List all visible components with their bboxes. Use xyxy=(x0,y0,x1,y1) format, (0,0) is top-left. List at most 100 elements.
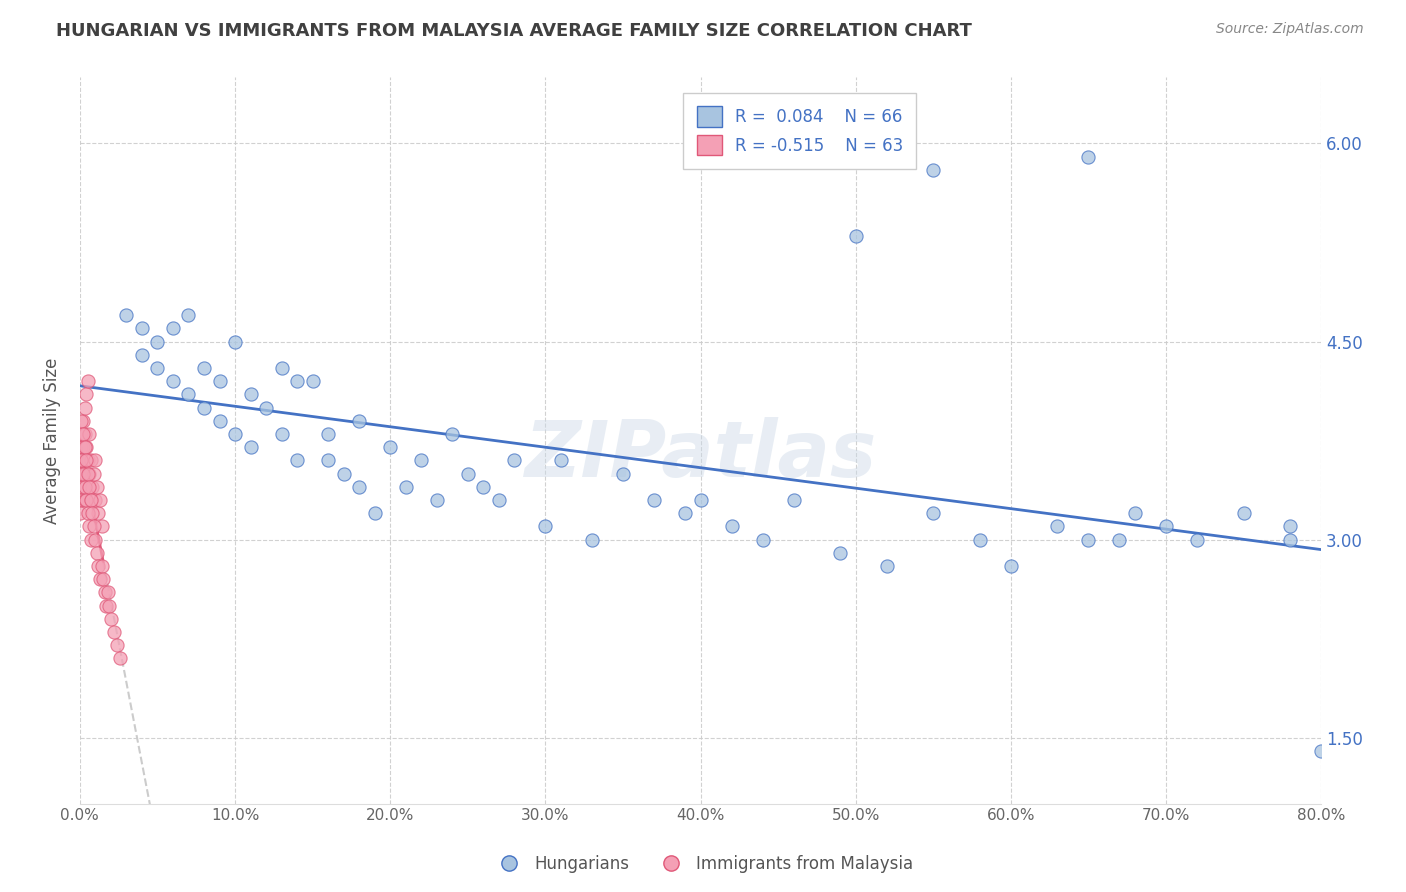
Point xyxy=(503,453,526,467)
Text: ZIPatlas: ZIPatlas xyxy=(524,417,876,493)
Point xyxy=(208,414,231,428)
Point xyxy=(193,360,215,375)
Point xyxy=(239,387,262,401)
Point xyxy=(70,414,93,428)
Point xyxy=(84,533,107,547)
Point xyxy=(1154,519,1177,533)
Point xyxy=(720,519,742,533)
Point xyxy=(270,426,292,441)
Point xyxy=(77,519,100,533)
Point xyxy=(76,506,98,520)
Point xyxy=(73,401,96,415)
Point xyxy=(90,558,112,573)
Point xyxy=(105,638,128,652)
Point xyxy=(1108,533,1130,547)
Point xyxy=(969,533,991,547)
Point xyxy=(69,453,91,467)
Point xyxy=(689,492,711,507)
Point xyxy=(472,480,495,494)
Y-axis label: Average Family Size: Average Family Size xyxy=(44,358,60,524)
Point xyxy=(82,506,104,520)
Point xyxy=(75,387,97,401)
Point xyxy=(316,453,339,467)
Point xyxy=(922,506,945,520)
Point xyxy=(87,558,110,573)
Point xyxy=(751,533,773,547)
Point xyxy=(224,426,246,441)
Point xyxy=(97,585,120,599)
Point xyxy=(73,492,96,507)
Point xyxy=(782,492,804,507)
Point xyxy=(146,360,169,375)
Point xyxy=(146,334,169,349)
Point xyxy=(80,453,103,467)
Point xyxy=(411,453,433,467)
Point xyxy=(76,467,98,481)
Point xyxy=(70,426,93,441)
Point xyxy=(876,558,898,573)
Point xyxy=(100,612,122,626)
Point xyxy=(70,453,93,467)
Point xyxy=(89,572,111,586)
Point xyxy=(581,533,603,547)
Point xyxy=(70,467,93,481)
Point xyxy=(332,467,354,481)
Point xyxy=(84,453,107,467)
Point xyxy=(69,492,91,507)
Point xyxy=(301,374,323,388)
Point xyxy=(285,453,308,467)
Point xyxy=(193,401,215,415)
Point xyxy=(1077,150,1099,164)
Point xyxy=(77,426,100,441)
Point xyxy=(285,374,308,388)
Point xyxy=(75,492,97,507)
Point xyxy=(83,467,105,481)
Point xyxy=(70,440,93,454)
Point xyxy=(395,480,418,494)
Point xyxy=(70,492,93,507)
Point xyxy=(1310,744,1333,758)
Point xyxy=(643,492,665,507)
Point xyxy=(80,492,103,507)
Point xyxy=(177,387,200,401)
Point xyxy=(208,374,231,388)
Point xyxy=(73,440,96,454)
Point xyxy=(845,228,868,243)
Point xyxy=(224,334,246,349)
Point xyxy=(115,308,138,322)
Point xyxy=(73,467,96,481)
Point xyxy=(922,162,945,177)
Point xyxy=(162,321,184,335)
Point xyxy=(83,519,105,533)
Point xyxy=(177,308,200,322)
Point xyxy=(1185,533,1208,547)
Point xyxy=(69,506,91,520)
Text: HUNGARIAN VS IMMIGRANTS FROM MALAYSIA AVERAGE FAMILY SIZE CORRELATION CHART: HUNGARIAN VS IMMIGRANTS FROM MALAYSIA AV… xyxy=(56,22,972,40)
Point xyxy=(612,467,634,481)
Point xyxy=(77,467,100,481)
Point xyxy=(72,467,94,481)
Legend: R =  0.084    N = 66, R = -0.515    N = 63: R = 0.084 N = 66, R = -0.515 N = 63 xyxy=(683,93,917,169)
Legend: Hungarians, Immigrants from Malaysia: Hungarians, Immigrants from Malaysia xyxy=(486,848,920,880)
Point xyxy=(534,519,557,533)
Point xyxy=(1279,519,1302,533)
Point xyxy=(363,506,385,520)
Point xyxy=(98,599,121,613)
Point xyxy=(72,453,94,467)
Point xyxy=(162,374,184,388)
Point xyxy=(316,426,339,441)
Point xyxy=(82,480,104,494)
Point xyxy=(73,480,96,494)
Point xyxy=(84,492,107,507)
Text: Source: ZipAtlas.com: Source: ZipAtlas.com xyxy=(1216,22,1364,37)
Point xyxy=(90,519,112,533)
Point xyxy=(103,624,125,639)
Point xyxy=(108,651,131,665)
Point xyxy=(86,480,108,494)
Point xyxy=(441,426,464,441)
Point xyxy=(1046,519,1069,533)
Point xyxy=(1077,533,1099,547)
Point xyxy=(69,467,91,481)
Point xyxy=(76,453,98,467)
Point xyxy=(270,360,292,375)
